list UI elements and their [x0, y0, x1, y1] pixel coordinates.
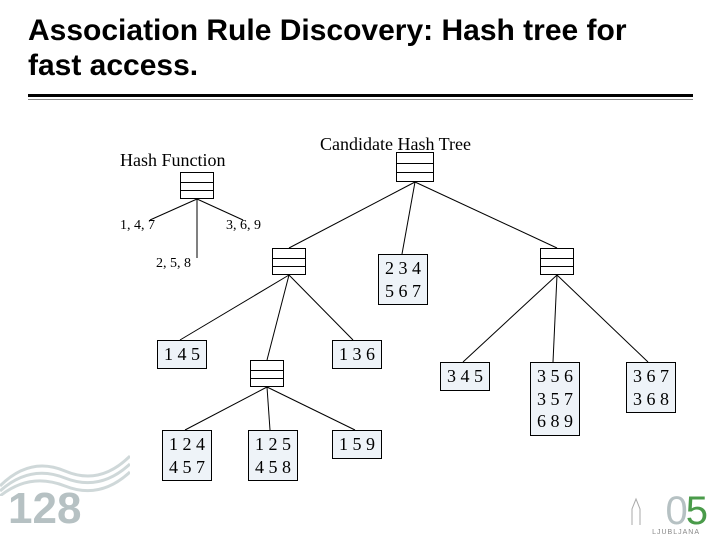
page-number: 128: [8, 484, 81, 534]
leaf-l136: 1 3 6: [332, 340, 382, 369]
logo-digit-5: 5: [686, 489, 706, 533]
hash-node-ct_root: [396, 152, 434, 182]
hash-node-ct_l: [272, 248, 306, 275]
slide-title: Association Rule Discovery: Hash tree fo…: [28, 14, 688, 83]
leaf-l367: 3 6 7 3 6 8: [626, 362, 676, 413]
hash-node-hf_root: [180, 172, 214, 199]
label-candidate: Candidate Hash Tree: [320, 134, 471, 155]
title-underline-thin: [28, 99, 693, 100]
leaf-l145: 1 4 5: [157, 340, 207, 369]
logo-city: LJUBLJANA: [652, 529, 700, 536]
title-underline: [28, 94, 693, 97]
logo-digit-0: 0: [666, 489, 686, 533]
label-hash_function: Hash Function: [120, 150, 226, 171]
leaf-l125_458: 1 2 5 4 5 8: [248, 430, 298, 481]
leaf-l356: 3 5 6 3 5 7 6 8 9: [530, 362, 580, 436]
logo-tower-icon: [630, 495, 642, 530]
hash-node-ct_ll: [250, 360, 284, 387]
label-b258: 2, 5, 8: [156, 256, 191, 272]
hash-node-ct_r: [540, 248, 574, 275]
leaf-l159: 1 5 9: [332, 430, 382, 459]
label-b147: 1, 4, 7: [120, 218, 155, 234]
slide: { "title": "Association Rule Discovery: …: [0, 0, 720, 540]
leaf-l234_567: 2 3 4 5 6 7: [378, 254, 428, 305]
leaf-l345: 3 4 5: [440, 362, 490, 391]
leaf-l124_457: 1 2 4 4 5 7: [162, 430, 212, 481]
logo-05: 05: [666, 489, 707, 534]
label-b369: 3, 6, 9: [226, 218, 261, 234]
